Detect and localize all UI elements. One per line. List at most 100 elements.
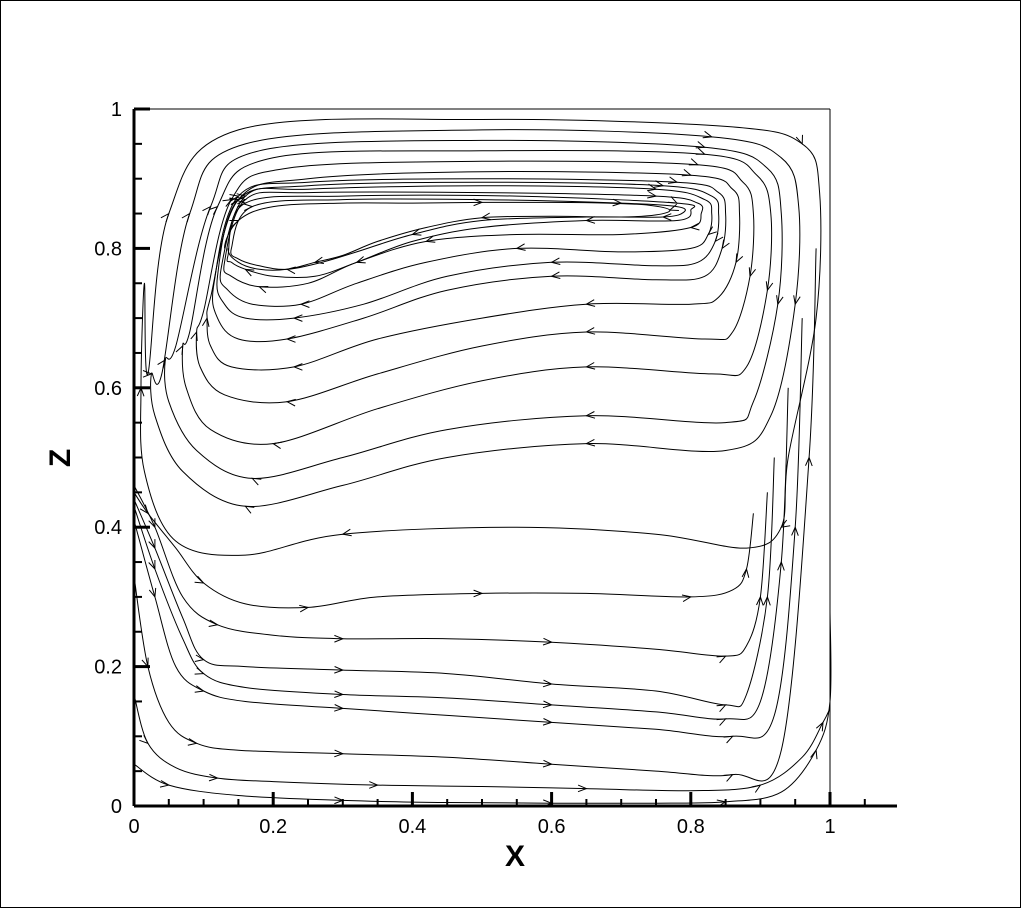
streamline-arrow	[668, 203, 679, 211]
y-tick-label: 0.2	[94, 657, 122, 679]
vortex-streamline	[140, 118, 822, 556]
streamline-arrow	[157, 358, 167, 369]
x-tick-label: 0.6	[538, 816, 566, 838]
streamline-arrow	[612, 198, 623, 207]
streamline-arrow	[585, 216, 596, 224]
streamline-arrow	[577, 784, 588, 793]
streamline-arrow	[585, 299, 596, 307]
x-tick-label: 0.2	[259, 816, 287, 838]
streamline-arrow	[716, 718, 727, 726]
streamline-arrow	[585, 362, 596, 370]
streamline-arrow	[208, 773, 219, 782]
streamline-arrow	[313, 256, 324, 264]
vortex-streamline	[212, 178, 727, 343]
streamline-arrow	[139, 735, 149, 745]
streamline-arrow	[702, 130, 713, 139]
y-axis-title: Z	[44, 449, 77, 467]
streamline-arrow	[810, 748, 818, 760]
streamline-arrow	[585, 438, 596, 447]
streamline-arrow	[751, 784, 762, 793]
x-axis-title: X	[505, 840, 525, 873]
streamline-arrow	[187, 738, 198, 746]
streamline-arrow	[723, 735, 734, 744]
streamline-arrow	[148, 587, 157, 599]
lower-streamline	[133, 694, 831, 792]
streamline-arrow	[244, 268, 255, 277]
streamline-arrow	[285, 398, 296, 407]
x-tick-label: 0.8	[677, 816, 705, 838]
streamline-arrow	[271, 441, 283, 450]
streamline-arrow	[201, 316, 210, 328]
lower-streamline	[133, 248, 817, 782]
streamline-arrow	[550, 271, 561, 279]
vortex-streamline	[223, 191, 704, 288]
streamline-arrow	[542, 679, 553, 688]
streamline-arrow	[244, 505, 255, 514]
vortex-streamline	[150, 129, 801, 508]
y-tick-label: 0.4	[94, 517, 122, 539]
streamline-arrow	[654, 180, 665, 188]
streamline-arrow	[647, 183, 658, 192]
streamline-arrow	[142, 370, 153, 378]
streamline-arrow	[661, 213, 672, 221]
streamline-arrow	[723, 773, 734, 782]
streamline-arrow	[777, 560, 785, 571]
streamline-arrow	[473, 198, 484, 207]
lower-streamline	[133, 318, 803, 739]
vortex-streamline	[206, 171, 741, 371]
streamline-arrow	[550, 257, 561, 265]
streamline-arrow	[181, 212, 191, 223]
streamline-arrow	[748, 267, 756, 278]
y-tick-label: 0.8	[94, 238, 122, 260]
streamline-arrow	[542, 759, 553, 768]
streamline-arrow	[425, 235, 436, 243]
streamline-arrow	[756, 595, 764, 606]
arrows-group	[136, 130, 824, 808]
streamline-arrow	[542, 700, 553, 709]
streamline-arrow	[334, 704, 345, 712]
streamline-arrow	[714, 232, 724, 243]
lower-streamline	[133, 492, 754, 609]
y-tick-label: 1	[111, 99, 122, 121]
streamlines-group	[133, 118, 832, 804]
streamline-arrow	[721, 239, 730, 250]
streamline-arrow	[202, 205, 212, 216]
y-tick-label: 0	[111, 796, 122, 818]
lower-streamline	[133, 485, 768, 657]
streamline-arrow	[515, 243, 526, 251]
streamline-arrow	[815, 721, 824, 732]
streamline-arrow	[765, 281, 774, 292]
streamline-arrow	[243, 203, 254, 212]
streamline-arrow	[585, 327, 596, 335]
streamline-arrow	[190, 330, 198, 342]
streamline-arrow	[148, 560, 156, 571]
streamline-arrow	[292, 363, 303, 371]
streamline-arrow	[542, 718, 553, 726]
streamline-arrow	[473, 589, 484, 598]
streamline-arrow	[681, 594, 693, 603]
streamline-arrow	[741, 567, 750, 578]
streamline-arrow	[236, 196, 247, 205]
streamline-arrow	[285, 335, 296, 343]
vortex-streamline	[224, 201, 671, 271]
streamline-arrow	[175, 344, 184, 355]
x-tick-label: 1	[824, 816, 835, 838]
streamline-arrow	[695, 141, 706, 149]
streamline-arrow	[139, 504, 149, 515]
streamline-arrow	[299, 604, 310, 613]
streamline-arrow	[716, 704, 727, 713]
streamline-arrow	[585, 411, 596, 419]
streamline-arrow	[341, 528, 352, 537]
streamline-arrow	[795, 134, 803, 146]
streamline-arrow	[236, 199, 247, 208]
streamline-arrow	[791, 525, 799, 536]
vortex-streamline	[164, 139, 783, 479]
streamline-arrow	[688, 158, 700, 166]
streamline-arrow	[793, 295, 801, 306]
streamline-arrow	[285, 266, 296, 275]
streamline-arrow	[334, 666, 345, 674]
streamline-arrow	[776, 295, 784, 306]
streamline-arrow	[411, 228, 422, 236]
streamline-arrow	[805, 456, 813, 467]
